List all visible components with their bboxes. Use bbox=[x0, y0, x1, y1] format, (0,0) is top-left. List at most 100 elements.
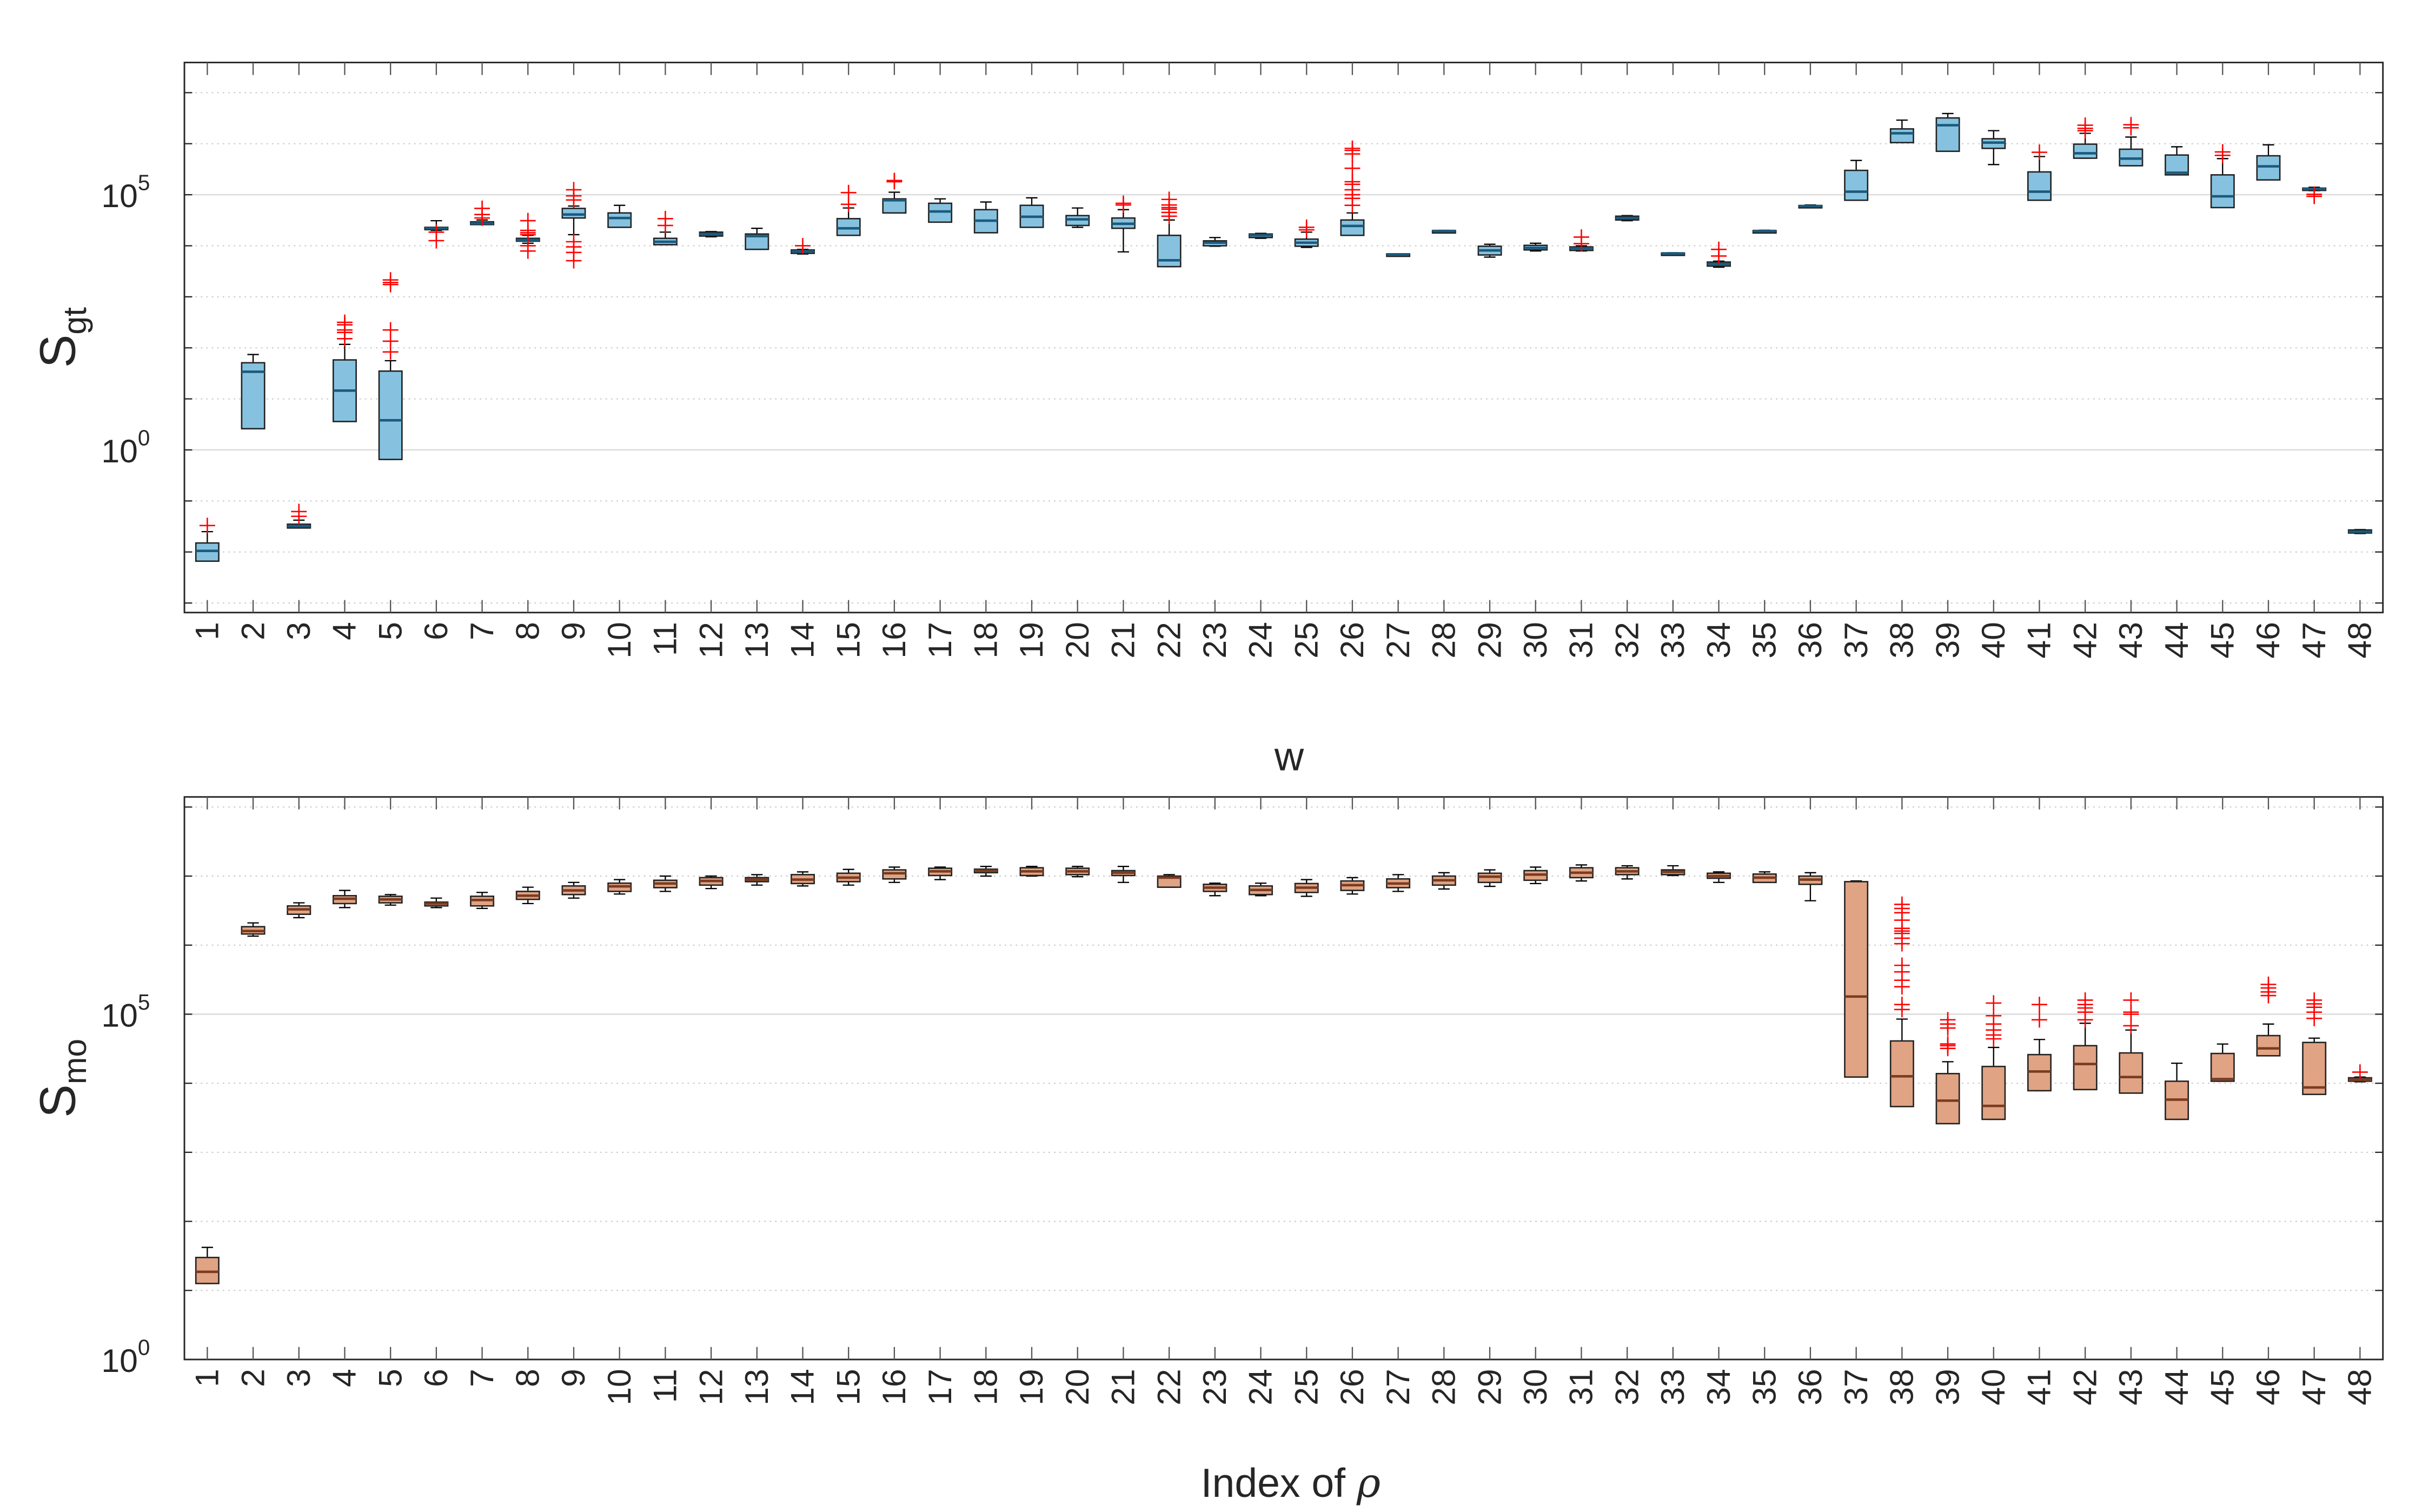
x-tick-label: 26 bbox=[1333, 622, 1370, 659]
outlier-marker bbox=[520, 213, 536, 229]
box-20 bbox=[1065, 207, 1090, 228]
x-tick-label: 42 bbox=[2066, 622, 2103, 659]
x-tick-label: 47 bbox=[2295, 622, 2332, 659]
x-tick-label: 3 bbox=[280, 622, 317, 640]
box-22 bbox=[1157, 874, 1182, 888]
x-tick-label: 28 bbox=[1425, 622, 1462, 659]
box-iqr bbox=[1844, 881, 1869, 1078]
x-tick-label: 14 bbox=[784, 622, 821, 659]
box-40 bbox=[1981, 130, 2006, 165]
box-28 bbox=[1431, 872, 1456, 890]
outlier-marker bbox=[2077, 117, 2093, 134]
y-tick-exponent: 5 bbox=[138, 990, 150, 1014]
box-24 bbox=[1249, 882, 1273, 897]
box-10 bbox=[607, 879, 632, 895]
box-35 bbox=[1752, 229, 1777, 234]
y-tick-base: 10 bbox=[101, 1342, 137, 1379]
y-tick-label: 105 bbox=[101, 990, 150, 1034]
box-iqr bbox=[928, 202, 953, 223]
box-iqr bbox=[2302, 1042, 2327, 1096]
outlier-marker bbox=[1940, 1012, 1956, 1028]
box-12 bbox=[699, 875, 724, 890]
box-10 bbox=[607, 204, 632, 228]
y-tick-label: 100 bbox=[101, 1335, 150, 1379]
box-31 bbox=[1569, 864, 1594, 882]
box-26 bbox=[1340, 140, 1365, 236]
box-20 bbox=[1065, 866, 1090, 878]
x-tick-label: 21 bbox=[1105, 622, 1142, 659]
x-tick-label: 36 bbox=[1791, 1369, 1828, 1405]
box-16 bbox=[882, 173, 907, 214]
box-22 bbox=[1157, 191, 1182, 268]
outlier-marker bbox=[1986, 995, 2002, 1011]
y-tick-exponent: 0 bbox=[138, 1335, 150, 1360]
x-tick-label: 9 bbox=[555, 1369, 592, 1387]
x-tick-label: 13 bbox=[738, 1369, 775, 1405]
x-tick-label: 9 bbox=[555, 622, 592, 640]
box-iqr bbox=[241, 362, 266, 430]
box-39 bbox=[1935, 1012, 1960, 1125]
outlier-marker bbox=[199, 518, 215, 534]
x-tick-label: 1 bbox=[189, 622, 225, 640]
outlier-marker bbox=[1344, 140, 1361, 156]
box-2 bbox=[241, 922, 266, 937]
box-iqr bbox=[1889, 1040, 1914, 1108]
x-tick-label: 8 bbox=[509, 1369, 546, 1387]
outlier-marker bbox=[1161, 191, 1177, 208]
box-iqr bbox=[2027, 171, 2052, 201]
box-32 bbox=[1615, 865, 1640, 880]
box-21 bbox=[1111, 195, 1136, 253]
box-33 bbox=[1661, 252, 1686, 256]
box-3 bbox=[287, 902, 311, 919]
outlier-marker bbox=[2306, 992, 2323, 1008]
x-tick-label: 39 bbox=[1929, 1369, 1966, 1405]
box-8 bbox=[515, 213, 540, 259]
box-iqr bbox=[1844, 169, 1869, 201]
box-42 bbox=[2073, 992, 2098, 1091]
x-tick-label: 10 bbox=[601, 1369, 638, 1405]
x-tick-label: 7 bbox=[463, 622, 500, 640]
bottom-x-axis-label: Index of ρ bbox=[1201, 1459, 1381, 1507]
outlier-marker bbox=[2123, 992, 2139, 1008]
box-45 bbox=[2210, 1043, 2235, 1082]
outlier-marker bbox=[2077, 992, 2093, 1008]
box-41 bbox=[2027, 144, 2052, 201]
box-iqr bbox=[2256, 155, 2281, 181]
x-tick-label: 30 bbox=[1517, 1369, 1554, 1405]
x-tick-label: 37 bbox=[1837, 1369, 1874, 1405]
box-6 bbox=[424, 897, 449, 908]
box-38 bbox=[1889, 896, 1914, 1108]
outlier-marker bbox=[382, 272, 399, 288]
x-tick-label: 29 bbox=[1471, 1369, 1508, 1405]
box-iqr bbox=[2119, 1052, 2144, 1094]
x-tick-label: 20 bbox=[1059, 622, 1096, 659]
outlier-marker bbox=[337, 314, 353, 330]
x-tick-label: 34 bbox=[1700, 622, 1737, 659]
box-48 bbox=[2347, 1064, 2372, 1083]
x-tick-label: 38 bbox=[1883, 1369, 1920, 1405]
outlier-marker bbox=[2306, 188, 2323, 204]
box-25 bbox=[1294, 879, 1319, 897]
x-tick-label: 24 bbox=[1242, 1369, 1279, 1405]
box-33 bbox=[1661, 865, 1686, 877]
outlier-marker bbox=[1894, 896, 1910, 912]
outlier-marker bbox=[1711, 241, 1727, 257]
box-5 bbox=[378, 894, 403, 906]
box-32 bbox=[1615, 215, 1640, 222]
box-1 bbox=[195, 1246, 220, 1284]
box-9 bbox=[561, 182, 586, 269]
box-9 bbox=[561, 881, 586, 899]
x-tick-label: 40 bbox=[1975, 622, 2012, 659]
box-8 bbox=[515, 886, 540, 905]
x-tick-label: 15 bbox=[830, 1369, 866, 1405]
box-iqr bbox=[2073, 1045, 2098, 1091]
box-30 bbox=[1523, 866, 1548, 885]
box-41 bbox=[2027, 997, 2052, 1092]
x-tick-label: 13 bbox=[738, 622, 775, 659]
x-tick-label: 48 bbox=[2341, 622, 2378, 659]
x-tick-label: 41 bbox=[2021, 622, 2058, 659]
x-tick-label: 1 bbox=[189, 1369, 225, 1387]
bottom-y-axis-label: Smo bbox=[30, 1039, 93, 1118]
x-tick-label: 35 bbox=[1746, 1369, 1782, 1405]
